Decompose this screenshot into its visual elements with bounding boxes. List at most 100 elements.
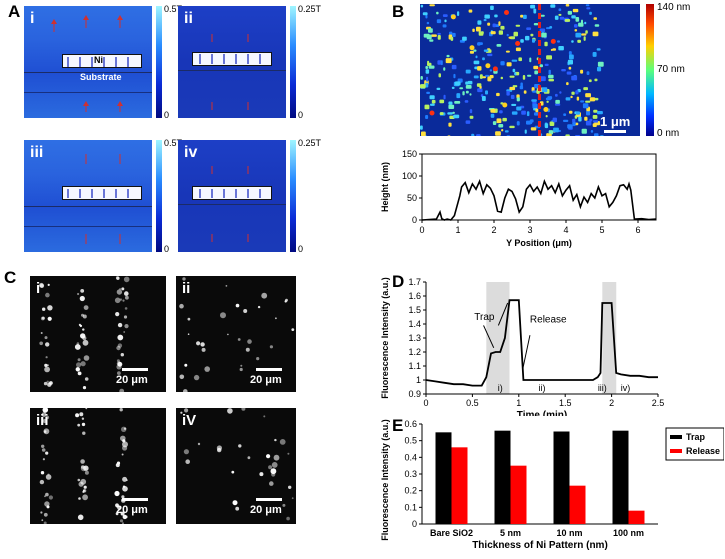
fluorescent-particle (82, 386, 87, 390)
fluorescent-particle (268, 465, 273, 470)
afm-particle (484, 14, 490, 19)
fluorescence-iii: iii 20 μm (30, 408, 166, 524)
afm-particle (489, 69, 492, 72)
fluorescent-particle (241, 408, 246, 411)
afm-particle (558, 8, 562, 12)
fluorescence-particles (180, 408, 294, 521)
afm-particle (496, 118, 502, 124)
fluorescent-particle (42, 418, 47, 424)
afm-particle (545, 97, 551, 101)
fluorescent-particle (41, 448, 46, 452)
fluorescent-particle (187, 317, 191, 321)
afm-particle (457, 11, 460, 16)
afm-particle (540, 76, 546, 82)
afm-particle (518, 57, 522, 62)
afm-particle (586, 7, 591, 10)
colorbar-i (156, 6, 162, 118)
fluorescent-particle (46, 380, 49, 383)
afm-particle (578, 116, 582, 122)
fluorescent-particle (121, 495, 125, 499)
afm-particle (546, 133, 549, 136)
afm-particle (428, 28, 433, 33)
fluorescent-particle (82, 494, 88, 501)
afm-particle (530, 33, 534, 37)
afm-particle (569, 54, 574, 60)
fluorescent-particle (80, 478, 87, 485)
legend-box (665, 427, 724, 461)
afm-particle (431, 99, 436, 104)
fluorescent-particle (184, 363, 188, 367)
afm-particle (550, 48, 553, 51)
fluorescent-particle (83, 465, 89, 471)
afm-particle (594, 78, 598, 82)
panel-label-d: D (392, 272, 405, 291)
afm-particle (448, 122, 452, 127)
afm-particle (429, 39, 434, 42)
afm-particle (565, 4, 570, 7)
afm-hot-particle (504, 10, 509, 15)
fluorescent-particle (285, 298, 288, 302)
afm-particle (554, 15, 559, 20)
afm-particle (585, 30, 588, 34)
fluorescence-particles (179, 277, 295, 392)
afm-particle (442, 14, 448, 17)
simulation-iv: iv (178, 140, 286, 252)
substrate-line (178, 204, 286, 205)
afm-particle (585, 4, 590, 7)
fluorescent-particle (274, 438, 277, 442)
afm-particle (572, 122, 576, 127)
scalebar-label: 20 μm (250, 504, 282, 516)
afm-particle (520, 82, 523, 88)
afm-particle (511, 59, 518, 62)
fluorescent-particle (81, 422, 86, 427)
afm-particle (477, 66, 482, 71)
x-tick-label: 0.5 (466, 398, 479, 408)
fluorescent-particle (123, 276, 130, 283)
afm-particle (571, 40, 574, 43)
fluorescent-particle (271, 472, 276, 477)
y-tick-label: 1.3 (408, 333, 421, 343)
afm-particle (476, 134, 481, 136)
fluorescent-particle (122, 476, 128, 482)
fluorescent-particle (77, 358, 81, 362)
fluorescent-particle (45, 415, 50, 420)
x-tick-label: 0 (423, 398, 428, 408)
fluorescent-particle (184, 408, 189, 413)
afm-particle (456, 93, 461, 99)
afm-particle (594, 133, 599, 136)
ni-pattern (62, 54, 142, 68)
afm-particle (454, 101, 461, 104)
afm-particle (431, 34, 437, 37)
afm-particle (509, 86, 516, 91)
afm-particle (548, 69, 551, 75)
afm-particle (471, 133, 475, 136)
scalebar (122, 368, 148, 371)
afm-particles (420, 4, 604, 136)
afm-particle (475, 55, 478, 59)
afm-particle (496, 92, 500, 97)
fluorescent-particle (121, 453, 124, 456)
afm-particle (558, 129, 561, 132)
y-axis-label: Fluorescence Intensity (a.u.) (380, 277, 390, 399)
intensity-trace (425, 299, 658, 387)
fluorescent-particle (42, 307, 46, 311)
afm-particle (490, 31, 496, 35)
afm-particle (511, 111, 518, 115)
y-tick-label: 1 (416, 375, 421, 385)
fluorescent-particle (247, 339, 252, 344)
fluorescent-particle (77, 292, 80, 296)
fluorescent-particle (77, 514, 84, 521)
afm-particle (436, 87, 441, 90)
afm-particle (589, 97, 596, 102)
afm-particle (499, 110, 503, 114)
afm-particle (580, 69, 584, 74)
afm-particle (425, 66, 428, 69)
afm-particle (451, 64, 457, 70)
fluorescent-particle (123, 331, 126, 333)
phase-label: ii) (539, 383, 546, 393)
fluorescent-particle (237, 338, 241, 341)
fluorescence-ii-label: ii (182, 280, 191, 297)
afm-particle (485, 90, 488, 95)
fluorescent-particle (122, 485, 126, 488)
colorbar-i-min: 0 (164, 110, 170, 120)
